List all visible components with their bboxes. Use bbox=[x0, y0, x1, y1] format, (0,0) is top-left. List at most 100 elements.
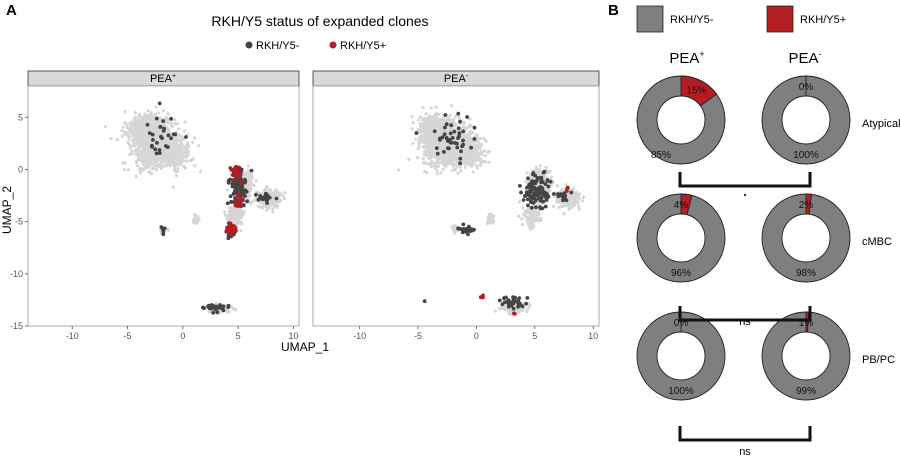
background-cell bbox=[527, 217, 531, 221]
point-rkh-pos bbox=[239, 181, 243, 186]
background-cell bbox=[170, 124, 174, 128]
point-rkh-neg bbox=[237, 186, 242, 190]
background-cell bbox=[518, 200, 522, 204]
background-cell bbox=[444, 164, 448, 168]
background-cell bbox=[520, 217, 524, 221]
background-cell bbox=[175, 138, 179, 142]
background-cell bbox=[115, 138, 119, 142]
facet-pea-neg: PEA- -10 -5 0 5 10 bbox=[312, 70, 600, 341]
background-cell bbox=[441, 161, 445, 165]
background-cell bbox=[166, 112, 170, 116]
point-rkh-neg bbox=[157, 151, 162, 156]
background-cell bbox=[133, 115, 137, 119]
point-rkh-neg bbox=[226, 236, 231, 241]
background-cell bbox=[259, 206, 263, 210]
background-cell bbox=[176, 150, 180, 154]
background-cell bbox=[138, 167, 142, 171]
background-cell bbox=[154, 112, 158, 117]
background-cell bbox=[275, 205, 279, 209]
background-cell bbox=[155, 163, 159, 167]
background-cell bbox=[578, 207, 582, 211]
background-cell bbox=[125, 123, 129, 127]
background-cell bbox=[179, 155, 183, 159]
background-cell bbox=[154, 132, 159, 136]
background-cell bbox=[435, 159, 439, 163]
background-cell bbox=[251, 199, 255, 203]
background-cell bbox=[396, 168, 401, 172]
point-rkh-neg bbox=[162, 226, 167, 231]
point-rkh-pos bbox=[228, 221, 233, 226]
background-cell bbox=[136, 132, 140, 136]
background-cell bbox=[129, 131, 134, 135]
background-cell bbox=[476, 137, 480, 141]
background-cell bbox=[225, 188, 229, 192]
background-cell bbox=[254, 178, 258, 183]
y-tick-label: 0 bbox=[18, 164, 23, 174]
background-cell bbox=[552, 204, 556, 208]
background-cell bbox=[149, 172, 154, 176]
background-cell bbox=[480, 152, 484, 156]
background-cell bbox=[182, 129, 186, 133]
background-cell bbox=[238, 215, 242, 219]
background-cell bbox=[493, 309, 497, 313]
background-cell bbox=[246, 169, 250, 173]
background-cell bbox=[269, 200, 273, 204]
background-cell bbox=[239, 228, 243, 233]
background-cell bbox=[437, 119, 441, 123]
point-rkh-neg bbox=[166, 145, 170, 150]
background-cell bbox=[469, 155, 473, 159]
background-cell bbox=[464, 147, 468, 151]
background-cell bbox=[143, 156, 147, 161]
background-cell bbox=[490, 216, 495, 220]
point-rkh-pos bbox=[235, 199, 240, 204]
background-cell bbox=[555, 200, 559, 204]
point-rkh-neg bbox=[231, 192, 236, 196]
background-cell bbox=[183, 120, 187, 124]
background-cell bbox=[429, 106, 433, 110]
x-tick-label: 5 bbox=[236, 331, 241, 341]
background-cell bbox=[265, 208, 269, 212]
point-rkh-neg bbox=[221, 304, 226, 309]
background-cell bbox=[576, 200, 580, 205]
background-cell bbox=[464, 162, 468, 166]
background-cell bbox=[181, 136, 185, 140]
background-cell bbox=[143, 167, 147, 171]
background-cell bbox=[434, 105, 438, 109]
background-cell bbox=[140, 142, 144, 146]
background-cell bbox=[458, 140, 462, 144]
background-cell bbox=[437, 112, 441, 116]
background-cell bbox=[135, 159, 139, 163]
background-cell bbox=[453, 225, 457, 229]
background-cell bbox=[176, 167, 180, 171]
background-cell bbox=[123, 168, 127, 172]
background-cell bbox=[419, 123, 423, 127]
background-cell bbox=[535, 168, 540, 173]
point-rkh-neg bbox=[226, 303, 231, 308]
background-cell bbox=[468, 123, 472, 127]
background-cell bbox=[177, 146, 181, 150]
point-rkh-neg bbox=[228, 194, 233, 199]
point-rkh-pos bbox=[231, 169, 236, 174]
background-cell bbox=[263, 188, 267, 192]
background-cell bbox=[140, 153, 144, 158]
background-cell bbox=[140, 129, 145, 134]
background-cell bbox=[473, 140, 477, 144]
background-cell bbox=[428, 141, 432, 146]
background-cell bbox=[125, 133, 130, 138]
background-cell bbox=[532, 212, 537, 216]
background-cell bbox=[269, 192, 273, 196]
background-cell bbox=[463, 165, 467, 169]
background-cell bbox=[487, 221, 491, 225]
background-cell bbox=[560, 204, 564, 208]
background-cell bbox=[235, 219, 239, 223]
background-cell bbox=[470, 158, 474, 162]
background-cell bbox=[441, 167, 445, 171]
point-rkh-pos bbox=[233, 203, 238, 208]
background-cell bbox=[171, 141, 175, 146]
background-cell bbox=[134, 174, 138, 178]
background-cell bbox=[148, 119, 152, 123]
background-cell bbox=[167, 141, 171, 145]
background-cell bbox=[223, 210, 227, 214]
background-cell bbox=[435, 168, 439, 172]
point-rkh-neg bbox=[169, 116, 174, 121]
